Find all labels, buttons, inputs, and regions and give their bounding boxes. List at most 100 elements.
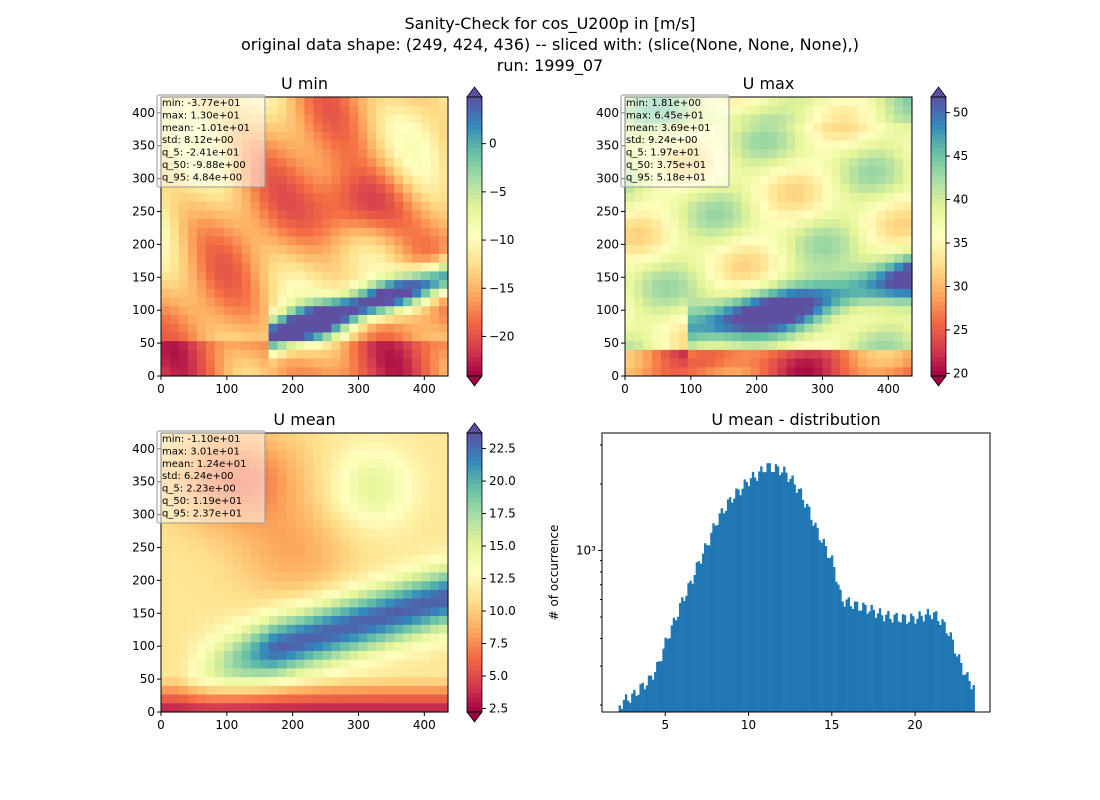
heatmap-cell <box>439 563 449 574</box>
histogram-bar <box>645 685 649 712</box>
heatmap-cell <box>295 642 306 652</box>
heatmap-cell <box>196 192 207 203</box>
stats-line: q_50: -9.88e+00 <box>162 160 246 171</box>
heatmap-cell <box>322 367 333 377</box>
heatmap-cell <box>178 280 189 290</box>
heatmap-cell <box>421 236 431 246</box>
colorbar-segment <box>467 488 482 495</box>
heatmap-cell <box>696 332 707 342</box>
heatmap-cell <box>205 616 216 626</box>
heatmap-cell <box>295 659 306 670</box>
heatmap-cell <box>304 297 315 307</box>
heatmap-cell <box>250 703 261 713</box>
heatmap-cell <box>714 201 725 211</box>
heatmap-cell <box>858 210 868 220</box>
heatmap-cell <box>687 262 698 272</box>
heatmap-cell <box>642 245 653 255</box>
heatmap-cell <box>876 166 886 177</box>
heatmap-cell <box>894 236 904 246</box>
heatmap-cell <box>161 253 171 264</box>
colorbar-tick-label: 50 <box>953 106 968 120</box>
heatmap-cell <box>223 323 234 334</box>
heatmap-cell <box>340 476 350 486</box>
histogram-bar <box>651 679 655 712</box>
heatmap-cell <box>849 114 859 124</box>
heatmap-cell <box>313 175 324 185</box>
heatmap-cell <box>723 314 734 325</box>
heatmap-cell <box>196 703 207 713</box>
heatmap-cell <box>178 245 189 255</box>
heatmap-cell <box>286 511 297 521</box>
heatmap-cell <box>858 166 868 177</box>
heatmap-cell <box>277 485 288 495</box>
heatmap-cell <box>678 210 689 220</box>
heatmap-cell <box>804 158 814 168</box>
heatmap-cell <box>660 332 671 342</box>
colorbar-segment <box>931 269 946 275</box>
heatmap-cell <box>786 192 797 203</box>
heatmap-cell <box>295 105 306 116</box>
heatmap-cell <box>759 288 770 299</box>
heatmap-cell <box>732 306 743 316</box>
histogram-bar <box>803 507 807 712</box>
heatmap-cell <box>196 624 207 635</box>
heatmap-cell <box>732 166 743 177</box>
heatmap-cell <box>322 467 333 478</box>
heatmap-cell <box>178 650 189 661</box>
heatmap-cell <box>768 306 779 316</box>
heatmap-cell <box>439 668 449 678</box>
axes-frame <box>160 96 449 377</box>
heatmap-cell <box>367 563 377 574</box>
heatmap-cell <box>430 114 440 124</box>
heatmap-cell <box>376 114 386 124</box>
histogram-bar <box>629 702 632 712</box>
heatmap-cell <box>903 123 913 133</box>
histogram-bar <box>858 610 861 712</box>
heatmap-cell <box>322 546 333 556</box>
heatmap-cell <box>277 367 288 377</box>
heatmap-cell <box>840 227 850 238</box>
heatmap-cell <box>232 367 243 377</box>
histogram-bar <box>789 478 792 712</box>
histogram-bar <box>845 599 848 712</box>
heatmap-cell <box>241 236 252 246</box>
heatmap-cell <box>367 358 377 368</box>
heatmap-cell <box>795 105 805 116</box>
heatmap-cell <box>394 581 404 591</box>
heatmap-cell <box>259 262 270 272</box>
heatmap-cell <box>232 219 243 229</box>
heatmap-cell <box>795 341 805 351</box>
heatmap-cell <box>867 140 877 150</box>
heatmap-cell <box>403 633 413 643</box>
heatmap-cell <box>259 598 270 608</box>
heatmap-cell <box>876 227 886 238</box>
stats-line: q_5: 1.97e+01 <box>626 148 700 159</box>
histogram-bar <box>724 510 728 712</box>
heatmap-cell <box>349 131 359 142</box>
colorbar-segment <box>931 115 946 121</box>
histogram-bar <box>728 497 732 712</box>
heatmap-cell <box>313 485 324 495</box>
heatmap-cell <box>349 201 359 211</box>
heatmap-cell <box>187 677 198 687</box>
heatmap-cell <box>732 201 743 211</box>
heatmap-cell <box>867 288 877 299</box>
heatmap-cell <box>277 589 288 600</box>
colorbar-tick-label: 20.0 <box>489 474 516 488</box>
heatmap-cell <box>187 642 198 652</box>
x-tick-label: 400 <box>413 718 436 732</box>
heatmap-cell <box>250 563 261 574</box>
heatmap-cell <box>385 140 395 150</box>
heatmap-cell <box>625 219 635 229</box>
heatmap-cell <box>840 236 850 246</box>
heatmap-cell <box>286 227 297 238</box>
heatmap-cell <box>412 271 422 281</box>
heatmap-cell <box>750 358 761 368</box>
heatmap-cell <box>732 236 743 246</box>
heatmap-cell <box>786 332 797 342</box>
x-tick-label: 15 <box>824 718 839 732</box>
colorbar-segment <box>467 679 482 685</box>
heatmap-cell <box>349 511 359 521</box>
heatmap-cell <box>750 341 761 351</box>
heatmap-cell <box>421 677 431 687</box>
